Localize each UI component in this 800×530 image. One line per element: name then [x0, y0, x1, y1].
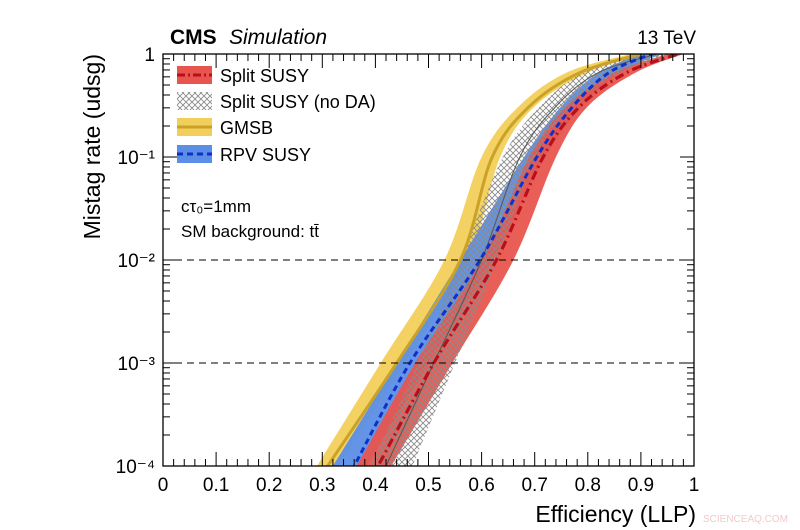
x-tick-label: 0.4: [362, 475, 389, 496]
cms-label: CMS: [170, 26, 217, 49]
legend-item-gmsb: GMSB: [177, 118, 273, 138]
legend-swatch-rpv-susy: [177, 145, 212, 163]
y-tick-label: 1: [144, 45, 155, 66]
watermark: SCIENCEAQ.COM: [703, 514, 788, 525]
x-tick-label: 0: [158, 475, 169, 496]
x-axis-label: Efficiency (LLP): [535, 501, 696, 527]
annotation-background: SM background: tt̄: [181, 222, 319, 241]
legend: Split SUSY Split SUSY (no DA) GMSB RPV S…: [177, 66, 376, 165]
x-tick-label: 0.3: [309, 475, 335, 496]
x-tick-label: 0.6: [468, 475, 494, 496]
energy-label: 13 TeV: [637, 28, 696, 49]
y-tick-label: 10⁻²: [118, 251, 156, 272]
legend-item-rpv-susy: RPV SUSY: [177, 145, 311, 165]
x-tick-label: 0.2: [256, 475, 282, 496]
legend-label-gmsb: GMSB: [220, 118, 273, 138]
x-tick-label: 1: [689, 475, 700, 496]
y-tick-label: 10⁻³: [118, 354, 156, 375]
line-split-susy-no-da: [385, 54, 657, 466]
y-tick-label: 10⁻¹: [118, 148, 156, 169]
y-tick-label: 10⁻⁴: [116, 457, 155, 478]
line-gmsb: [325, 54, 642, 466]
legend-label-split-susy: Split SUSY: [220, 66, 309, 86]
legend-label-rpv-susy: RPV SUSY: [220, 145, 311, 165]
legend-swatch-split-susy-no-da: [177, 92, 212, 110]
line-rpv-susy: [352, 54, 653, 466]
y-axis-label: Mistag rate (udsg): [79, 54, 105, 239]
legend-item-split-susy-no-da: Split SUSY (no DA): [177, 92, 376, 112]
x-tick-label: 0.1: [203, 475, 229, 496]
x-tick-label: 0.5: [415, 475, 441, 496]
legend-label-split-susy-no-da: Split SUSY (no DA): [220, 92, 376, 112]
x-tick-label: 0.8: [575, 475, 601, 496]
x-tick-label: 0.9: [628, 475, 654, 496]
x-tick-label: 0.7: [521, 475, 547, 496]
annotation-ctau: cτ₀=1mm: [181, 197, 251, 216]
simulation-label: Simulation: [229, 26, 327, 49]
legend-item-split-susy: Split SUSY: [177, 66, 309, 86]
